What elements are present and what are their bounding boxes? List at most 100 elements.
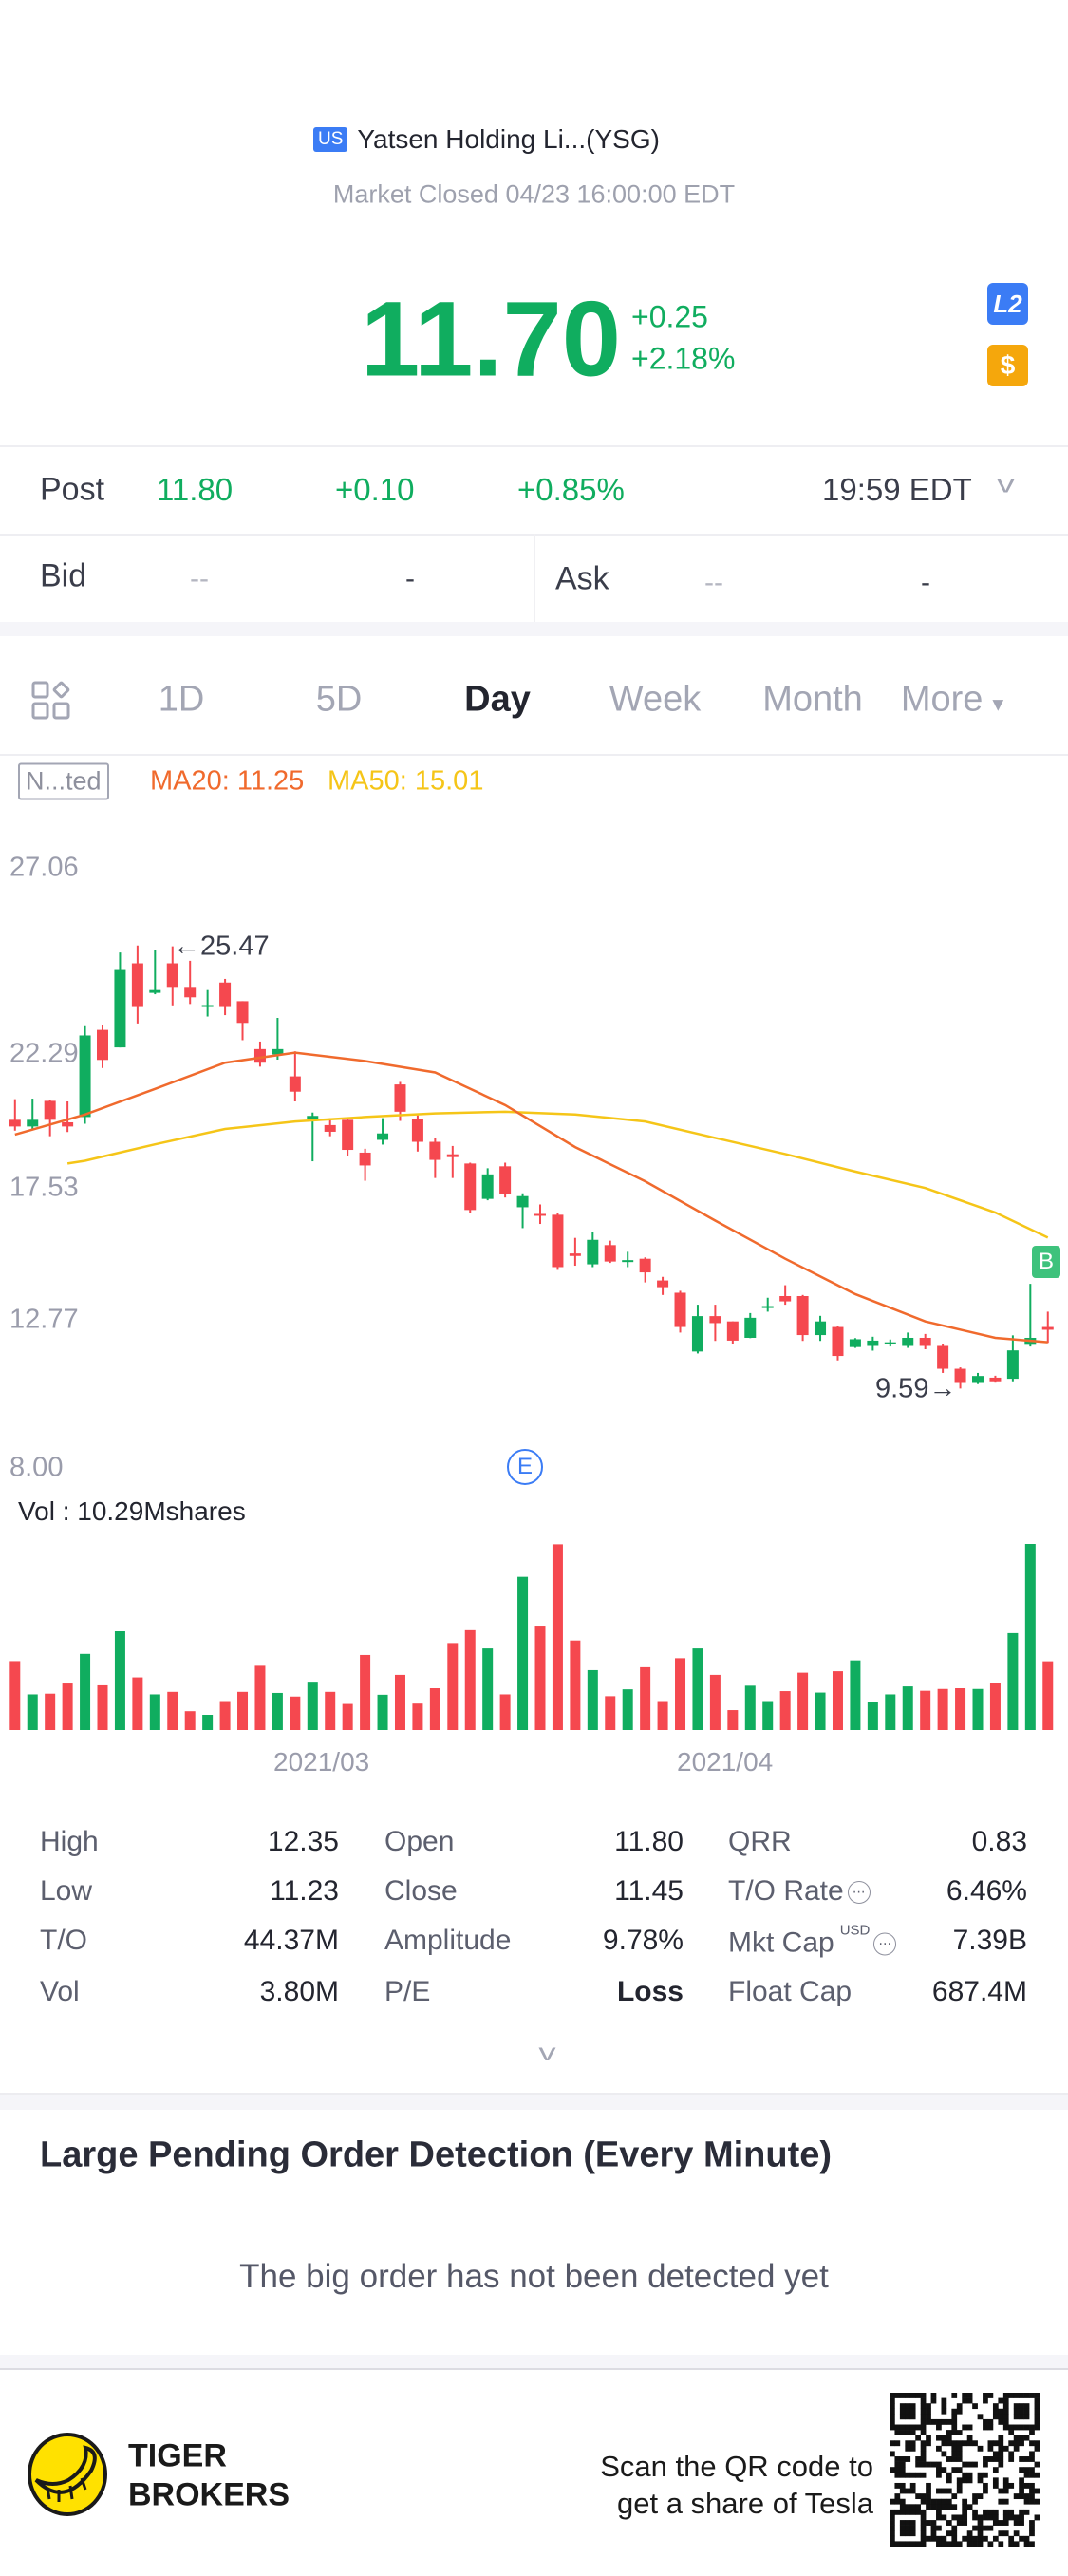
qr-module <box>909 2530 916 2537</box>
volume-bar <box>45 1693 56 1730</box>
candle-body <box>9 1119 21 1127</box>
brand-line1: TIGER <box>128 2437 227 2474</box>
qr-module <box>1013 2424 1020 2431</box>
candle-body <box>534 1213 546 1216</box>
tab-1d[interactable]: 1D <box>158 679 205 720</box>
qr-module <box>1008 2440 1015 2447</box>
chevron-down-icon[interactable]: v <box>997 469 1015 498</box>
qr-module <box>1019 2488 1024 2494</box>
qr-module <box>926 2440 931 2447</box>
tab-month[interactable]: Month <box>762 679 863 720</box>
candle-body <box>604 1245 616 1262</box>
qr-module <box>941 2435 947 2441</box>
qr-module <box>1019 2514 1024 2521</box>
tab-day[interactable]: Day <box>464 679 531 720</box>
expand-chevron-icon[interactable]: v <box>538 2038 556 2066</box>
qr-module <box>1013 2393 1020 2398</box>
qr-module <box>1013 2408 1020 2415</box>
qr-module <box>977 2525 984 2531</box>
post-time: 19:59 EDT <box>822 472 972 507</box>
qr-module <box>1002 2418 1009 2425</box>
volume-bar <box>499 1694 511 1730</box>
candle-body <box>27 1119 39 1127</box>
candle-body <box>1006 1350 1019 1380</box>
qr-module <box>1019 2535 1024 2542</box>
qr-module <box>1013 2440 1020 2447</box>
volume-bar <box>517 1576 529 1730</box>
qr-module <box>946 2498 952 2505</box>
qr-module <box>926 2418 931 2425</box>
qr-module <box>1008 2456 1015 2462</box>
candle-body <box>79 1035 91 1118</box>
section-gap <box>0 2093 1068 2110</box>
qr-module <box>983 2535 988 2542</box>
qr-module <box>890 2418 895 2425</box>
qr-module <box>941 2440 947 2447</box>
qr-module <box>909 2414 916 2420</box>
qr-module <box>983 2393 988 2398</box>
candle-body <box>253 1048 266 1063</box>
qr-module <box>946 2488 952 2494</box>
buy-marker[interactable]: B <box>1032 1246 1060 1278</box>
earnings-marker[interactable]: E <box>507 1449 543 1485</box>
info-icon[interactable]: ⋯ <box>873 1932 897 1956</box>
qr-module <box>1029 2430 1035 2435</box>
qr-module <box>909 2403 916 2410</box>
qr-module <box>956 2403 963 2410</box>
volume-bar <box>167 1691 178 1730</box>
candle-body <box>44 1100 56 1120</box>
volume-bar <box>762 1701 774 1730</box>
qr-module <box>894 2467 901 2473</box>
qr-module <box>926 2403 931 2410</box>
qr-module <box>905 2541 911 2547</box>
volume-bar <box>219 1701 231 1730</box>
qr-module <box>983 2472 988 2478</box>
qr-module <box>1013 2541 1020 2547</box>
candle-body <box>989 1377 1002 1382</box>
qr-module <box>987 2418 994 2425</box>
tab-week[interactable]: Week <box>609 679 702 720</box>
layout-grid-icon[interactable] <box>31 681 71 721</box>
qr-module <box>905 2445 911 2452</box>
stock-title[interactable]: US Yatsen Holding Li...(YSG) <box>313 124 660 155</box>
stat-label: Float Cap <box>728 1976 853 2007</box>
qr-module <box>956 2482 963 2489</box>
qr-module <box>920 2493 927 2500</box>
qr-module <box>894 2440 901 2447</box>
level2-badge[interactable]: L2 <box>987 283 1028 325</box>
qr-module <box>890 2467 895 2473</box>
adjust-mode-button[interactable]: N...ted <box>18 762 109 800</box>
volume-bar <box>867 1702 878 1730</box>
volume-bar <box>254 1665 266 1730</box>
candlestick-chart[interactable] <box>0 836 1068 1785</box>
qr-module <box>899 2408 906 2415</box>
qr-module <box>951 2408 958 2415</box>
volume-bar <box>727 1710 739 1730</box>
qr-module <box>1019 2493 1024 2500</box>
qr-module <box>1034 2440 1040 2447</box>
stat-value: 11.45 <box>614 1875 684 1907</box>
qr-module <box>899 2424 906 2431</box>
qr-module <box>956 2520 963 2526</box>
tab-more[interactable]: More ▼ <box>901 680 1007 721</box>
dollar-badge[interactable]: $ <box>987 345 1028 386</box>
qr-module <box>1002 2414 1009 2420</box>
high-annotation: ←25.47 <box>173 931 270 962</box>
volume-bar <box>640 1666 651 1730</box>
qr-module <box>1034 2397 1040 2404</box>
qr-module <box>894 2493 901 2500</box>
qr-module <box>972 2514 978 2521</box>
tab-5d[interactable]: 5D <box>315 679 363 720</box>
qr-module <box>930 2498 937 2505</box>
qr-module <box>992 2520 999 2526</box>
qr-module <box>951 2493 958 2500</box>
qr-code[interactable] <box>890 2393 1040 2547</box>
volume-bar <box>832 1671 843 1730</box>
qr-module <box>915 2504 921 2510</box>
candle-body <box>149 989 161 993</box>
candle-body <box>815 1321 827 1336</box>
qr-module <box>941 2535 947 2542</box>
qr-module <box>915 2472 921 2478</box>
info-icon[interactable]: ⋯ <box>847 1881 871 1905</box>
qr-module <box>1019 2440 1024 2447</box>
